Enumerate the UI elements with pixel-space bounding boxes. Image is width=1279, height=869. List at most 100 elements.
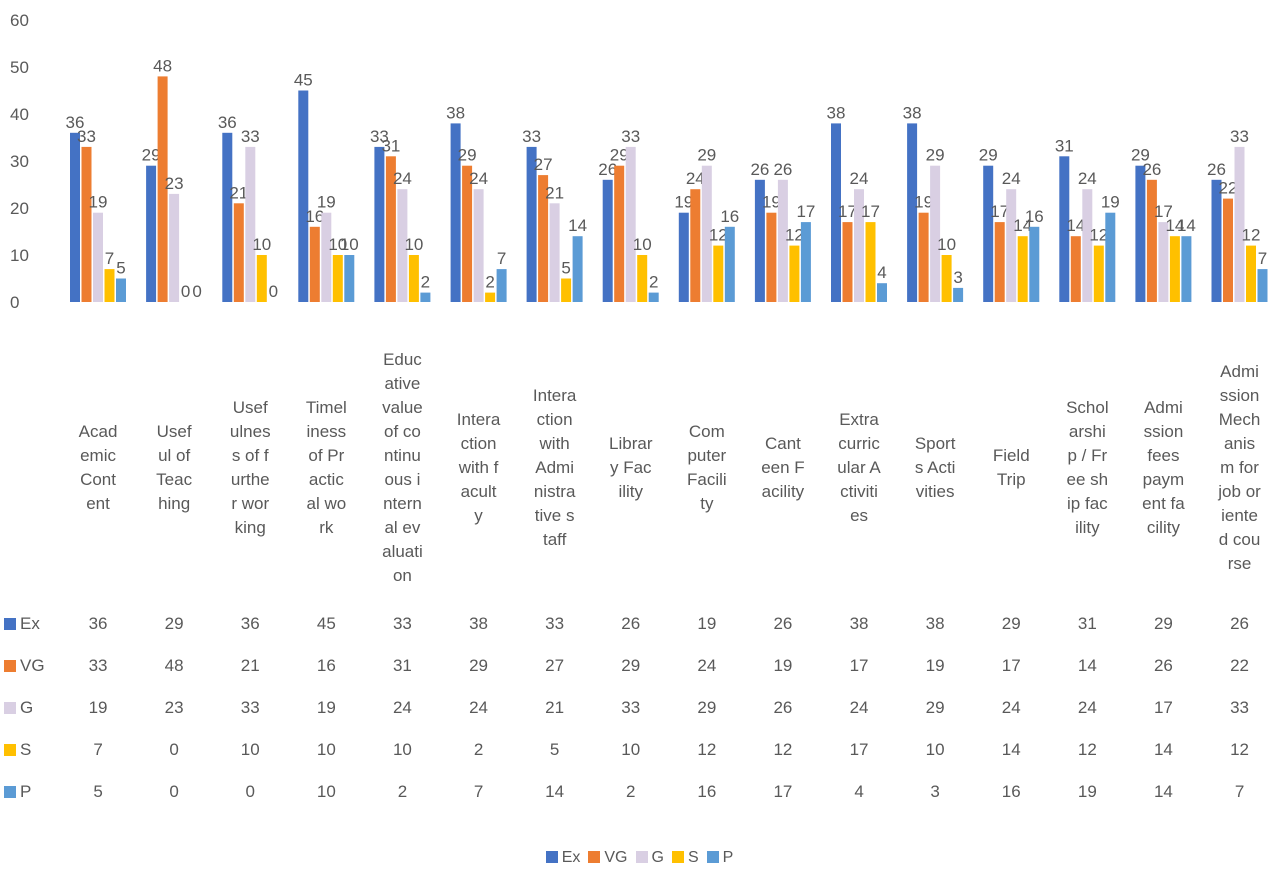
bar-p (572, 236, 583, 302)
bar-s (561, 278, 572, 302)
bar-s (1093, 245, 1104, 302)
y-tick-label: 10 (10, 246, 29, 265)
table-cell: 10 (925, 740, 945, 759)
data-label: 10 (633, 235, 652, 254)
data-table: Ex 36 29 36 45 33 38 33 26 19 26 38 38 29 31 29 26 VG 33 48… (0, 612, 1279, 832)
data-label: 24 (686, 169, 705, 188)
data-label: 2 (485, 273, 494, 292)
table-cell: 22 (1230, 656, 1249, 675)
data-label: 16 (305, 207, 324, 226)
legend-label: P (722, 849, 734, 866)
data-label: 10 (328, 235, 347, 254)
data-label: 5 (116, 259, 125, 278)
series-key-swatch (4, 618, 16, 630)
series-key-swatch (4, 744, 16, 756)
bar-ex (983, 165, 994, 302)
bar-s (408, 255, 419, 302)
bar-vg (918, 212, 929, 302)
table-cell: 29 (697, 698, 717, 717)
table-cell: 17 (773, 782, 793, 801)
data-label: 0 (192, 282, 201, 301)
data-label: 5 (561, 259, 570, 278)
table-cell: 27 (545, 656, 565, 675)
table-cell: 26 (773, 698, 793, 717)
bar-g (1082, 189, 1093, 302)
data-label: 16 (1025, 207, 1044, 226)
table-cell: 0 (245, 782, 255, 801)
table-cell: 0 (169, 740, 179, 759)
bar-vg (157, 76, 168, 303)
legend-swatch (635, 851, 648, 863)
table-cell: 14 (545, 782, 565, 801)
data-label: 29 (1131, 146, 1150, 165)
bar-ex (374, 146, 385, 302)
series-key-swatch (4, 786, 16, 798)
data-label: 14 (568, 216, 587, 235)
category-label: Computer Facility (687, 422, 727, 513)
data-label: 29 (979, 146, 998, 165)
data-label: 29 (142, 146, 161, 165)
category-label: Admission fees payment facility (1142, 398, 1185, 537)
data-label: 10 (937, 235, 956, 254)
bar-ex (526, 146, 537, 302)
y-tick-label: 20 (10, 199, 29, 218)
table-cell: 7 (93, 740, 103, 759)
category-label: Canteen Facility (761, 434, 805, 501)
data-label: 7 (497, 249, 506, 268)
legend-label: S (687, 849, 699, 866)
bar-p (648, 292, 659, 302)
data-label: 7 (105, 249, 114, 268)
legend-swatch (671, 851, 684, 863)
data-label: 29 (610, 146, 629, 165)
bar-s (941, 255, 952, 302)
data-label: 26 (1207, 160, 1226, 179)
category-label: Academic Content (78, 422, 118, 513)
table-cell: 12 (697, 740, 717, 759)
table-cell: 36 (88, 614, 108, 633)
category-label: Field Trip (992, 446, 1030, 489)
series-name: G (20, 698, 34, 717)
data-label: 19 (1101, 193, 1120, 212)
data-label: 10 (404, 235, 423, 254)
table-cell: 31 (1077, 614, 1097, 633)
category-label: Useful of Teaching (156, 422, 193, 513)
table-cell: 19 (88, 698, 108, 717)
category-label: Timeliness of Practical work (305, 398, 347, 537)
data-label: 10 (252, 235, 271, 254)
bar-ex (1211, 179, 1222, 302)
bar-g (169, 193, 180, 302)
bar-p (800, 222, 811, 302)
legend-swatch (706, 851, 719, 863)
data-label: 19 (674, 193, 693, 212)
data-label: 24 (850, 169, 869, 188)
table-cell: 2 (626, 782, 636, 801)
data-label: 33 (77, 127, 96, 146)
table-cell: 33 (392, 614, 412, 633)
y-tick-label: 60 (10, 11, 29, 30)
bar-s (485, 292, 496, 302)
data-label: 14 (1013, 216, 1032, 235)
table-cell: 26 (1153, 656, 1173, 675)
y-tick-label: 40 (10, 105, 29, 124)
table-cell: 24 (469, 698, 488, 717)
table-cell: 10 (316, 782, 336, 801)
table-cell: 16 (316, 656, 336, 675)
data-label: 31 (1055, 136, 1074, 155)
bar-g (1234, 146, 1245, 302)
data-label: 16 (720, 207, 739, 226)
data-label: 2 (421, 273, 430, 292)
data-label: 10 (340, 235, 359, 254)
bar-ex (754, 179, 765, 302)
table-cell: 29 (469, 656, 488, 675)
data-label: 19 (762, 193, 781, 212)
table-cell: 17 (1001, 656, 1021, 675)
table-cell: 12 (1230, 740, 1249, 759)
data-label: 21 (545, 183, 564, 202)
bar-p (116, 278, 126, 302)
table-cell: 16 (1001, 782, 1021, 801)
data-label: 7 (1258, 249, 1267, 268)
table-cell: 29 (1001, 614, 1021, 633)
data-label: 12 (1242, 226, 1261, 245)
data-label: 14 (1066, 216, 1085, 235)
y-tick-label: 50 (10, 58, 29, 77)
